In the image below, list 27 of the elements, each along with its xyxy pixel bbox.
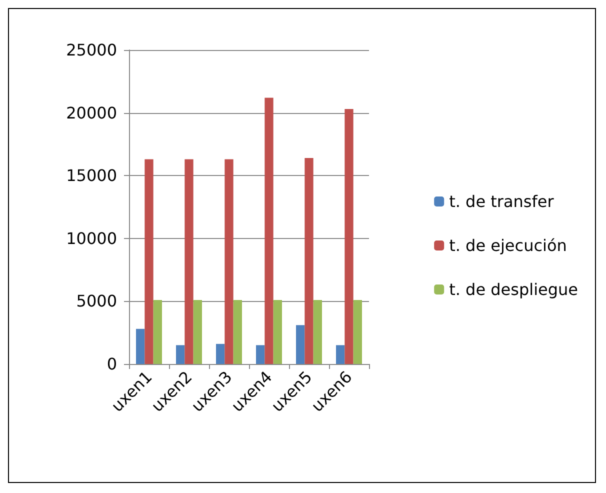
- bar: [136, 328, 145, 364]
- bar: [233, 300, 242, 364]
- bar: [216, 344, 225, 364]
- bar: [144, 159, 154, 364]
- legend-label: t. de transfer: [449, 192, 554, 211]
- legend-label: t. de ejecución: [449, 236, 567, 255]
- bar: [176, 345, 185, 364]
- bar: [304, 158, 314, 364]
- bar: [313, 300, 322, 364]
- y-tick-label: 5000: [76, 292, 117, 311]
- y-tick-label: 15000: [66, 166, 117, 186]
- y-tick-label: 10000: [66, 228, 117, 248]
- bar: [296, 325, 305, 364]
- bar: [256, 345, 265, 364]
- y-tick-label: 0: [106, 354, 117, 374]
- bar: [153, 300, 162, 364]
- bar: [336, 345, 345, 364]
- bar: [264, 98, 274, 364]
- bar: [184, 159, 194, 364]
- bar: [224, 159, 234, 364]
- bar: [273, 300, 282, 364]
- y-tick-label: 20000: [66, 103, 117, 122]
- bar: [193, 300, 202, 364]
- bar: [353, 300, 362, 364]
- y-tick-label: 25000: [66, 40, 117, 60]
- bar: [344, 109, 354, 364]
- legend-label: t. de despliegue: [449, 280, 578, 299]
